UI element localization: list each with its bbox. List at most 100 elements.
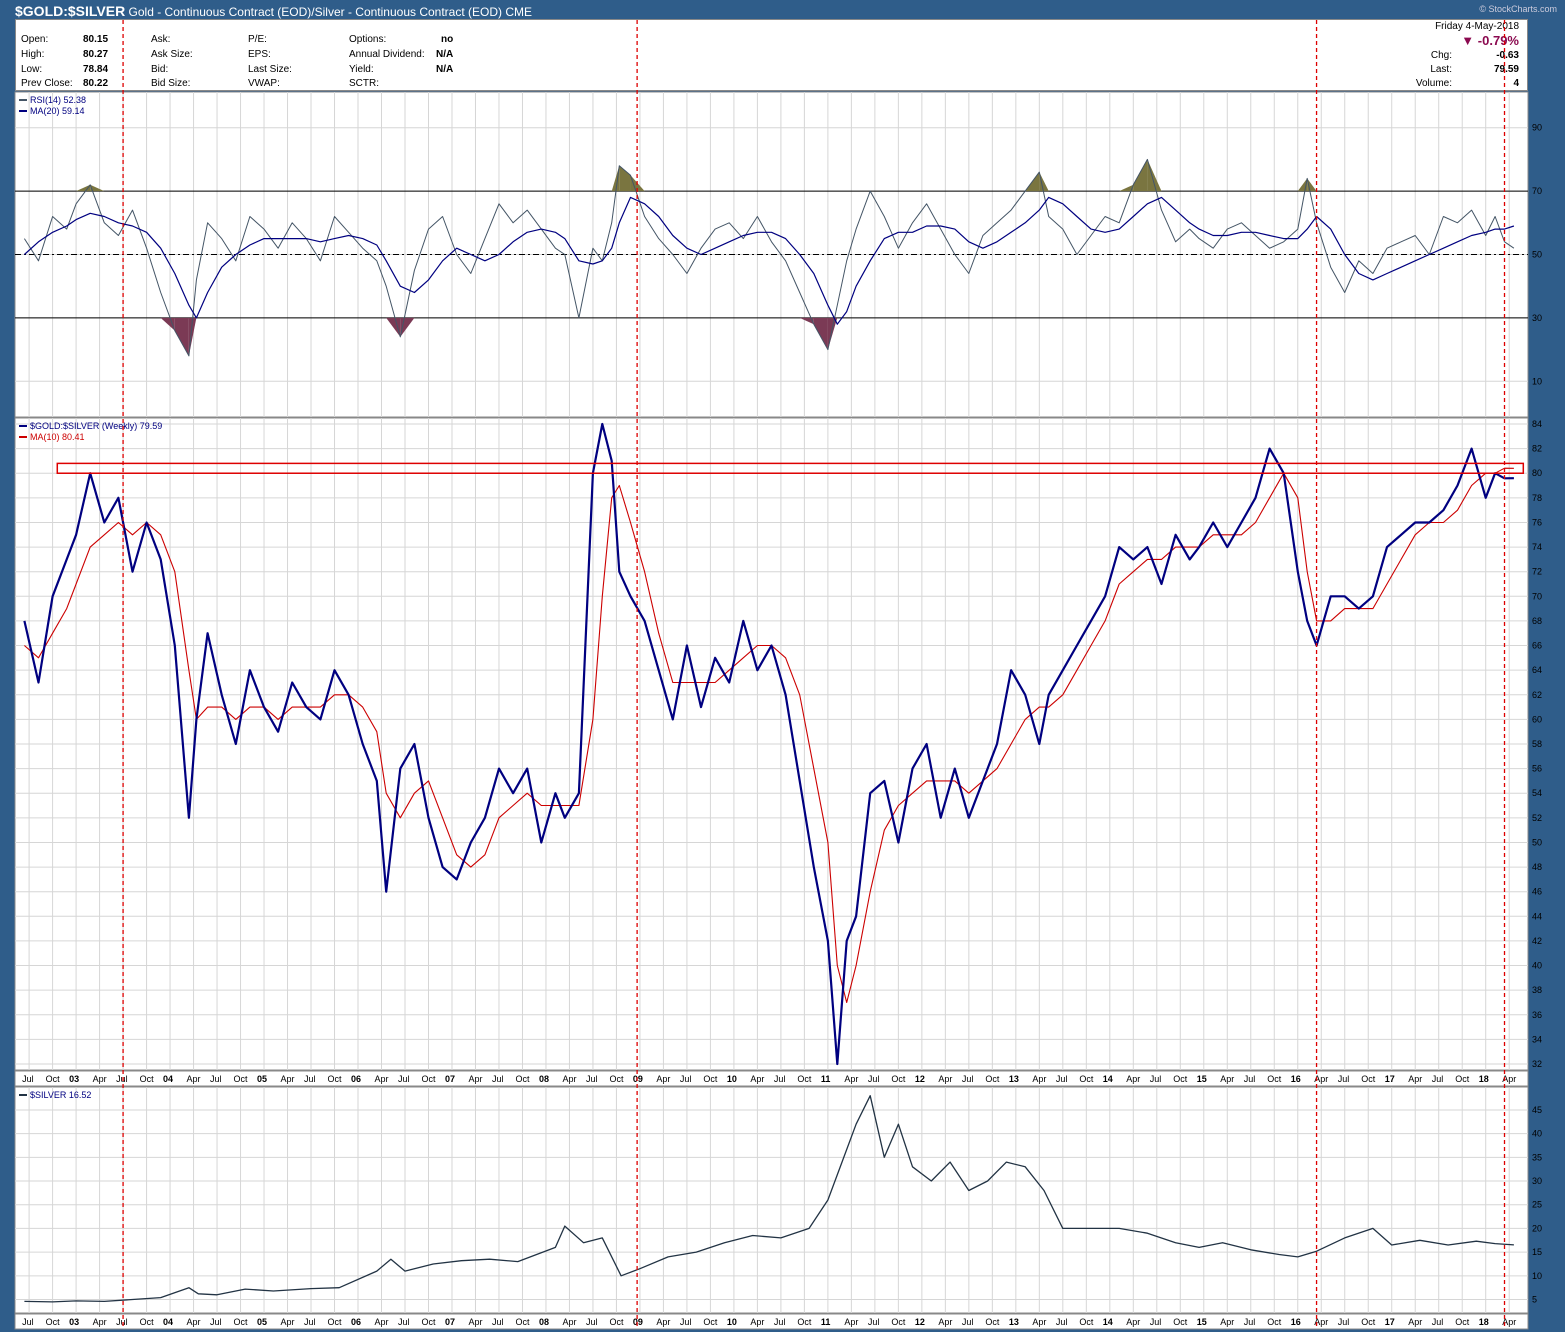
options-value: no: [441, 34, 454, 45]
ratio-y-tick-label: 40: [1532, 961, 1542, 971]
x-tick-label: Apr: [844, 1074, 858, 1084]
x-tick-label: Apr: [938, 1074, 952, 1084]
brand-logo: © StockCharts.com: [1479, 4, 1557, 14]
ratio-y-tick-label: 72: [1532, 567, 1542, 577]
bid-label: Bid:: [151, 64, 169, 75]
x-tick-label: Apr: [468, 1317, 482, 1327]
x-tick-label: 17: [1385, 1074, 1395, 1084]
x-tick-label: Jul: [1150, 1074, 1162, 1084]
ratio-y-tick-label: 32: [1532, 1059, 1542, 1069]
chg-label: Chg:: [1430, 50, 1452, 61]
x-tick-label: 12: [915, 1074, 925, 1084]
x-tick-label: Oct: [46, 1074, 61, 1084]
x-tick-label: Oct: [1173, 1317, 1188, 1327]
x-tick-label: 06: [351, 1317, 361, 1327]
quote-header: Open: 80.15 High: 80.27 Low: 78.84 Prev …: [15, 19, 1528, 91]
options-label: Options:: [349, 34, 387, 45]
x-tick-label: Apr: [1126, 1317, 1140, 1327]
ratio-y-tick-label: 64: [1532, 665, 1542, 675]
x-tick-label: 08: [539, 1317, 549, 1327]
volume-value: 4: [1513, 78, 1519, 89]
x-tick-label: Apr: [656, 1317, 670, 1327]
x-tick-label: Oct: [1267, 1317, 1282, 1327]
rsi-overbought-fill: [619, 165, 631, 192]
x-tick-label: Apr: [187, 1074, 201, 1084]
silver-y-tick-label: 25: [1532, 1200, 1542, 1210]
x-tick-label: Apr: [281, 1317, 295, 1327]
x-tick-label: 03: [69, 1074, 79, 1084]
x-tick-label: Jul: [1432, 1317, 1444, 1327]
rsi-overbought-fill: [90, 184, 105, 192]
x-tick-label: 16: [1291, 1317, 1301, 1327]
change-percent: ▼ -0.79%: [1461, 33, 1519, 48]
chg-value: -0.63: [1496, 50, 1519, 61]
ratio-y-tick-label: 46: [1532, 887, 1542, 897]
prev-close-label: Prev Close:: [21, 78, 73, 89]
x-tick-label: Oct: [1361, 1317, 1376, 1327]
x-tick-label: Oct: [609, 1074, 624, 1084]
x-tick-label: 06: [351, 1074, 361, 1084]
bid-size-label: Bid Size:: [151, 78, 191, 89]
rsi-y-tick-label: 90: [1532, 123, 1542, 133]
x-tick-label: 05: [257, 1074, 267, 1084]
legend-label: MA(20) 59.14: [30, 106, 85, 116]
x-tick-label: Oct: [609, 1317, 624, 1327]
x-tick-label: 10: [727, 1317, 737, 1327]
x-tick-label: Oct: [515, 1317, 530, 1327]
x-tick-label: Jul: [210, 1074, 222, 1084]
x-tick-label: Jul: [962, 1317, 974, 1327]
vwap-label: VWAP:: [248, 78, 280, 89]
x-tick-label: Apr: [1220, 1317, 1234, 1327]
x-tick-label: Apr: [1408, 1074, 1422, 1084]
x-tick-label: Oct: [140, 1074, 155, 1084]
ratio-y-tick-label: 82: [1532, 444, 1542, 454]
silver-y-tick-label: 40: [1532, 1129, 1542, 1139]
silver-y-tick-label: 15: [1532, 1247, 1542, 1257]
x-tick-label: Jul: [1338, 1317, 1350, 1327]
silver-panel-bg: [14, 1086, 1529, 1314]
rsi-overbought-fill: [1297, 178, 1308, 192]
x-tick-label: 04: [163, 1317, 173, 1327]
high-value: 80.27: [83, 49, 109, 60]
x-tick-label: 15: [1197, 1317, 1207, 1327]
prev-close-value: 80.22: [83, 78, 109, 89]
ratio-y-tick-label: 36: [1532, 1010, 1542, 1020]
x-tick-label: Jul: [1150, 1317, 1162, 1327]
x-tick-label: Jul: [210, 1317, 222, 1327]
annual-dividend-value: N/A: [436, 49, 454, 60]
rsi-oversold-fill: [188, 317, 197, 356]
rsi-y-tick-label: 70: [1532, 186, 1542, 196]
x-tick-label: 13: [1009, 1317, 1019, 1327]
x-tick-label: Apr: [93, 1074, 107, 1084]
x-tick-label: Jul: [22, 1317, 34, 1327]
last-label: Last:: [1430, 64, 1452, 75]
x-tick-label: Oct: [891, 1074, 906, 1084]
rsi-y-tick-label: 30: [1532, 313, 1542, 323]
x-tick-label: 14: [1103, 1317, 1113, 1327]
x-tick-label: 09: [633, 1317, 643, 1327]
symbol-description: Gold - Continuous Contract (EOD)/Silver …: [128, 5, 503, 19]
x-tick-label: Apr: [844, 1317, 858, 1327]
ratio-y-tick-label: 50: [1532, 837, 1542, 847]
x-tick-label: 08: [539, 1074, 549, 1084]
open-value: 80.15: [83, 34, 109, 45]
yield-label: Yield:: [349, 64, 374, 75]
x-tick-label: Apr: [468, 1074, 482, 1084]
rsi-overbought-fill: [1119, 184, 1134, 192]
legend-label: RSI(14) 52.38: [30, 95, 86, 105]
x-tick-label: Apr: [938, 1317, 952, 1327]
legend-label: MA(10) 80.41: [30, 432, 85, 442]
x-tick-label: Oct: [328, 1074, 343, 1084]
x-tick-label: 16: [1291, 1074, 1301, 1084]
yield-value: N/A: [436, 64, 454, 75]
legend-label: $GOLD:$SILVER (Weekly) 79.59: [30, 421, 162, 431]
x-tick-label: Apr: [1126, 1074, 1140, 1084]
low-label: Low:: [21, 64, 43, 75]
rsi-oversold-fill: [813, 317, 828, 350]
down-triangle-icon: ▼: [1461, 33, 1475, 48]
x-tick-label: Apr: [375, 1317, 389, 1327]
rsi-overbought-fill: [611, 165, 620, 192]
ratio-y-tick-label: 58: [1532, 739, 1542, 749]
silver-y-tick-label: 5: [1532, 1295, 1537, 1305]
rsi-overbought-fill: [1147, 159, 1162, 192]
